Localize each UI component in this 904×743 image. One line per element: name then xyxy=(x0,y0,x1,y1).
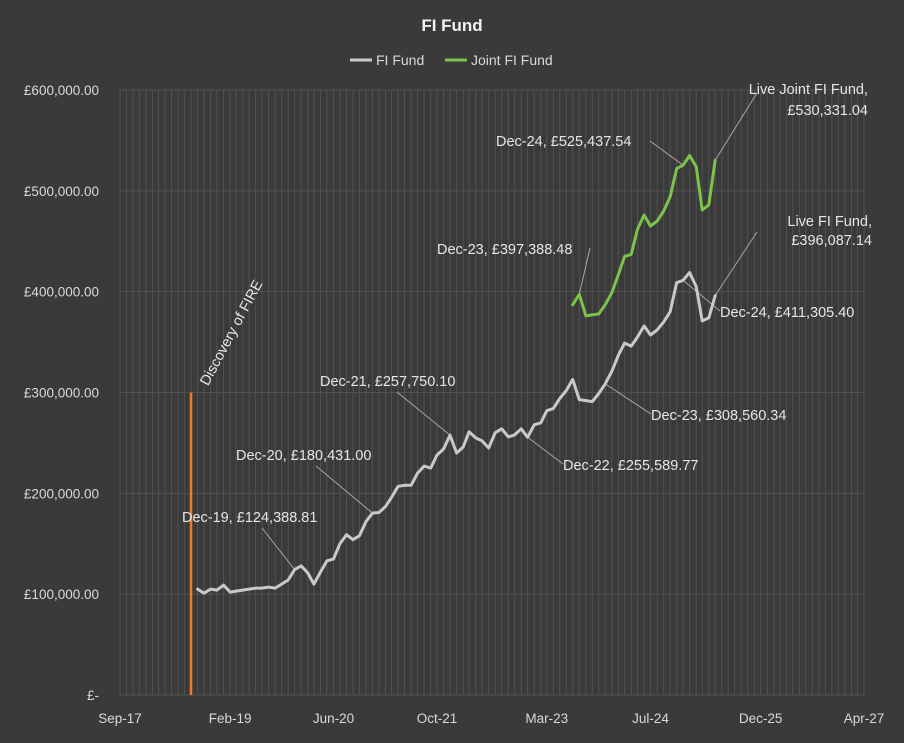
chart-title: FI Fund xyxy=(421,16,482,35)
annotations: Dec-19, £124,388.81 Dec-20, £180,431.00 De… xyxy=(182,82,872,526)
axes: £- £100,000.00 £200,000.00 £300,000.00 £400,… xyxy=(24,83,884,726)
y-tick-label-400000: £400,000.00 xyxy=(24,285,99,300)
x-tick-label-mar-23: Mar-23 xyxy=(525,711,568,726)
leader-line-7 xyxy=(649,140,684,166)
x-tick-label-sep-17: Sep-17 xyxy=(98,711,142,726)
data-label-0: Dec-19, £124,388.81 xyxy=(182,510,317,526)
x-tick-label-apr-27: Apr-27 xyxy=(844,711,885,726)
x-tick-label-feb-19: Feb-19 xyxy=(209,711,252,726)
data-label-8-value: £396,087.14 xyxy=(791,233,872,249)
data-label-1: Dec-20, £180,431.00 xyxy=(236,448,371,464)
leader-line-0 xyxy=(261,527,295,570)
x-tick-label-oct-21: Oct-21 xyxy=(417,711,458,726)
x-tick-label-jun-20: Jun-20 xyxy=(313,711,354,726)
data-label-5: Dec-24, £411,305.40 xyxy=(720,305,854,321)
data-label-2: Dec-21, £257,750.10 xyxy=(320,374,455,390)
discovery-of-fire-label: Discovery of FIRE xyxy=(197,277,266,388)
leader-line-5 xyxy=(682,279,721,312)
leader-line-4 xyxy=(604,383,652,415)
data-label-9-value: £530,331.04 xyxy=(787,103,868,119)
leader-line-9 xyxy=(714,92,758,161)
series-line-fi-fund xyxy=(196,271,717,595)
legend-label-fi-fund: FI Fund xyxy=(376,52,424,68)
leader-line-8 xyxy=(714,231,758,296)
series-line-joint-fi-fund xyxy=(571,154,717,318)
y-tick-label-0: £- xyxy=(87,688,99,703)
data-label-4: Dec-23, £308,560.34 xyxy=(651,408,786,424)
data-label-3: Dec-22, £255,589.77 xyxy=(563,458,698,474)
legend-label-joint-fi-fund: Joint FI Fund xyxy=(471,52,553,68)
y-tick-label-200000: £200,000.00 xyxy=(24,486,99,501)
leader-line-1 xyxy=(315,465,373,514)
leader-line-3 xyxy=(527,436,564,465)
leader-lines xyxy=(261,92,758,570)
leader-line-6 xyxy=(578,247,591,295)
y-tick-label-300000: £300,000.00 xyxy=(24,386,99,401)
data-label-7: Dec-24, £525,437.54 xyxy=(496,134,631,150)
leader-line-2 xyxy=(396,391,451,436)
legend[interactable]: FI Fund Joint FI Fund xyxy=(350,52,553,68)
data-label-8: Live FI Fund, xyxy=(787,214,872,230)
data-label-9: Live Joint FI Fund, xyxy=(749,82,868,98)
grid xyxy=(119,89,865,696)
x-tick-label-dec-25: Dec-25 xyxy=(739,711,783,726)
y-tick-label-600000: £600,000.00 xyxy=(24,83,99,98)
data-label-6: Dec-23, £397,388.48 xyxy=(437,242,572,258)
series-layer xyxy=(196,154,717,595)
x-tick-label-jul-24: Jul-24 xyxy=(632,711,669,726)
y-tick-label-500000: £500,000.00 xyxy=(24,184,99,199)
y-tick-label-100000: £100,000.00 xyxy=(24,587,99,602)
